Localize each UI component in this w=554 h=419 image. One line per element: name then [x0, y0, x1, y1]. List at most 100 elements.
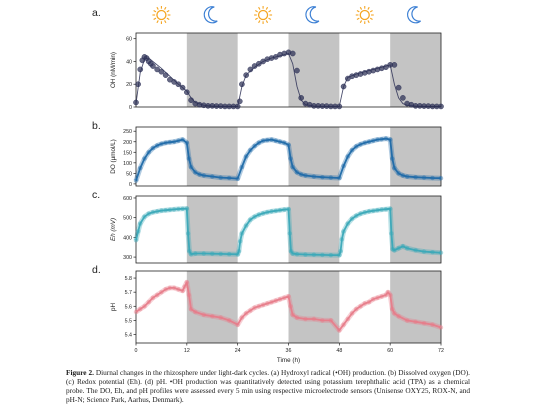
series-point — [154, 209, 160, 214]
series-point — [362, 210, 367, 215]
series-point — [385, 289, 391, 295]
series-point — [366, 139, 372, 144]
series-point — [277, 139, 283, 144]
series-point — [383, 292, 389, 298]
series-point — [282, 295, 287, 301]
series-point — [243, 311, 249, 316]
series-point — [201, 312, 206, 317]
x-tick-label: 72 — [438, 348, 444, 354]
oh-point — [171, 79, 177, 85]
series-point — [154, 292, 160, 298]
series-point — [146, 150, 151, 155]
oh-point — [154, 66, 160, 73]
series-point — [252, 305, 257, 310]
moon-icon — [203, 6, 218, 24]
series-point — [252, 143, 257, 149]
series-point — [248, 147, 253, 153]
series-point — [235, 176, 240, 181]
series-point — [133, 238, 139, 243]
y-tick-label: 600 — [123, 196, 132, 202]
series-point — [390, 247, 395, 252]
series-point — [135, 229, 141, 234]
series-point — [265, 137, 270, 143]
series-point — [303, 252, 308, 257]
panel-label: d. — [92, 264, 101, 276]
series-point — [421, 175, 427, 180]
y-axis-label: pH — [110, 303, 117, 312]
series-point — [138, 165, 143, 171]
series-point — [383, 207, 389, 212]
series-point — [210, 174, 215, 179]
series-point — [392, 165, 397, 171]
oh-point — [239, 81, 245, 88]
series-point — [188, 306, 194, 312]
y-axis-label: Eh (mV) — [110, 218, 117, 241]
series-point — [269, 209, 274, 214]
series-point — [362, 140, 367, 146]
series-line — [135, 137, 442, 181]
dark-period-band — [288, 271, 340, 343]
dark-period-band — [186, 33, 238, 107]
series-point — [269, 299, 274, 305]
x-tick-label: 24 — [235, 348, 241, 354]
series-point — [186, 156, 192, 161]
series-point — [294, 170, 300, 175]
series-point — [218, 315, 223, 320]
oh-point — [133, 99, 139, 106]
series-point — [337, 175, 342, 181]
series-point — [159, 289, 164, 295]
series-point — [269, 137, 274, 142]
series-point — [184, 140, 190, 146]
y-tick-label: 60 — [126, 37, 132, 43]
series-point — [260, 302, 266, 308]
series-point — [349, 147, 355, 153]
y-axis-label: DO (µmol/L) — [110, 139, 117, 173]
series-point — [421, 321, 427, 326]
series-point — [366, 209, 372, 214]
series-point — [218, 175, 223, 180]
series-point — [438, 325, 444, 330]
plot-frame — [135, 126, 442, 187]
y-tick-label: 150 — [123, 150, 132, 156]
series-point — [337, 328, 342, 333]
figure-2: a. OH (nM/min) 0 20 40 60 b. DO (µmol/L) 0 50 100 1… — [92, 6, 444, 364]
series-point — [171, 285, 177, 291]
series-point — [294, 251, 300, 257]
series-point — [256, 140, 262, 146]
series-point — [159, 208, 164, 213]
series-point — [142, 214, 147, 219]
oh-point — [236, 98, 243, 105]
y-tick-label: 40 — [126, 59, 132, 65]
x-tick-label: 36 — [286, 348, 292, 354]
series-point — [133, 178, 139, 183]
series-point — [392, 311, 397, 316]
series-point — [286, 142, 291, 148]
series-point — [256, 304, 262, 309]
oh-point — [336, 103, 343, 110]
series-point — [396, 171, 401, 176]
series-point — [210, 251, 215, 256]
series-point — [288, 304, 293, 309]
series-point — [260, 211, 266, 216]
series-point — [371, 138, 376, 143]
x-tick-label: 48 — [336, 348, 342, 354]
series-point — [286, 207, 291, 212]
oh-point — [438, 103, 444, 110]
series-point — [341, 322, 346, 327]
series-point — [390, 306, 395, 312]
series-point — [345, 316, 351, 322]
series-point — [404, 246, 410, 251]
series-point — [366, 299, 372, 305]
series-point — [404, 318, 410, 323]
y-tick-label: 300 — [123, 255, 132, 261]
oh-point — [247, 66, 254, 73]
series-point — [349, 216, 355, 221]
series-point — [358, 142, 363, 147]
series-point — [142, 304, 147, 309]
oh-point — [395, 84, 402, 91]
series-point — [396, 246, 401, 251]
series-point — [354, 144, 359, 149]
series-point — [138, 306, 143, 312]
series-point — [193, 309, 198, 315]
series-point — [167, 207, 173, 212]
